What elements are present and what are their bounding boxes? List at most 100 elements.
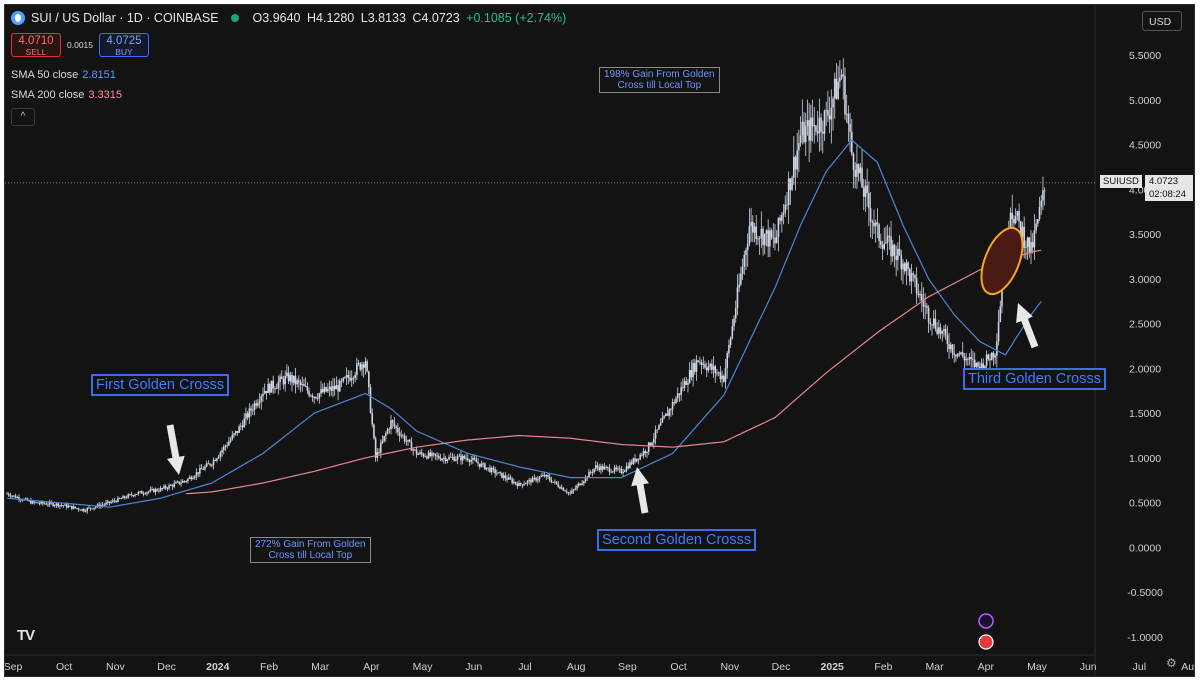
candle-body — [405, 441, 408, 442]
buy-button[interactable]: 4.0725 BUY — [99, 33, 149, 57]
tradingview-logo[interactable]: TV — [17, 627, 35, 644]
candle-body — [567, 492, 570, 494]
candle-body — [697, 360, 699, 362]
candle-body — [707, 366, 710, 371]
candle-body — [693, 363, 696, 372]
candle-body — [615, 467, 618, 470]
candle-body — [323, 387, 326, 393]
candle-body — [103, 504, 106, 506]
symbol-title[interactable]: SUI / US Dollar · 1D · COINBASE — [31, 11, 219, 25]
candle-body — [571, 490, 573, 494]
sma200-legend[interactable]: SMA 200 close 3.3315 — [11, 89, 122, 101]
candle-body — [543, 475, 546, 477]
candle-body — [786, 204, 788, 206]
candle-body — [391, 420, 394, 423]
candle-body — [757, 238, 759, 240]
candle-body — [21, 499, 24, 501]
candle-body — [424, 456, 426, 458]
first-cross-arrow — [166, 424, 185, 475]
candle-body — [743, 254, 746, 267]
candle-body — [477, 462, 479, 464]
candle-body — [71, 505, 73, 509]
candle-body — [943, 328, 945, 332]
currency-select[interactable]: USD — [1142, 11, 1182, 31]
x-tick-label: Nov — [106, 661, 125, 673]
settings-gear-icon[interactable]: ⚙ — [1166, 656, 1177, 670]
candle-body — [417, 453, 420, 455]
x-tick-label: Oct — [56, 661, 72, 673]
candle-body — [641, 454, 643, 456]
sma50-legend[interactable]: SMA 50 close 2.8151 — [11, 69, 116, 81]
x-tick-label: Dec — [157, 661, 176, 673]
x-tick-label: Apr — [363, 661, 380, 673]
candle-body — [569, 492, 571, 494]
candle-body — [385, 433, 387, 437]
candle-body — [746, 243, 749, 251]
candle-body — [560, 487, 563, 489]
candle-body — [187, 478, 189, 482]
candle-body — [496, 473, 498, 475]
candle-body — [772, 237, 775, 239]
candle-body — [250, 408, 252, 411]
candle-body — [784, 204, 787, 213]
candle-body — [1026, 237, 1029, 247]
candle-body — [311, 395, 314, 398]
candle-body — [490, 467, 493, 473]
sma200-value: 3.3315 — [88, 89, 123, 101]
candle-body — [1013, 219, 1015, 224]
candle-body — [289, 375, 292, 382]
candle-body — [770, 230, 773, 238]
candle-body — [195, 472, 198, 477]
candle-body — [492, 467, 495, 470]
x-tick-label: Dec — [772, 661, 791, 673]
candle-body — [605, 466, 607, 468]
candle-body — [426, 456, 428, 459]
candle-body — [584, 476, 587, 482]
candle-body — [94, 506, 97, 508]
candle-body — [823, 110, 826, 134]
candle-body — [13, 495, 15, 497]
candle-body — [680, 387, 682, 395]
candle-body — [675, 398, 677, 404]
candle-body — [734, 308, 737, 319]
x-tick-label: Jul — [1133, 661, 1146, 673]
candle-body — [900, 254, 903, 270]
chart-canvas[interactable]: 5.50005.00004.50004.00003.50003.00002.50… — [5, 5, 1195, 677]
candle-body — [410, 441, 413, 451]
candle-body — [129, 494, 131, 496]
candle-body — [451, 457, 454, 458]
collapse-legend-button[interactable]: ^ — [11, 108, 35, 126]
candle-body — [52, 503, 54, 506]
x-tick-label: Feb — [260, 661, 278, 673]
candle-body — [57, 503, 59, 507]
candle-body — [702, 364, 705, 365]
candle-body — [366, 361, 368, 372]
candle-body — [666, 413, 669, 416]
candle-body — [767, 230, 769, 247]
candle-body — [956, 353, 959, 357]
price-tag-price: 4.0723 — [1145, 175, 1193, 188]
candle-body — [808, 120, 810, 141]
candle-body — [538, 476, 541, 480]
candle-body — [251, 410, 254, 411]
candle-body — [647, 442, 650, 452]
candle-body — [101, 504, 104, 506]
candle-body — [617, 468, 619, 470]
candle-body — [497, 472, 500, 474]
candle-body — [929, 322, 932, 325]
candle-body — [33, 501, 36, 503]
candle-body — [414, 449, 416, 451]
chart-frame: 5.50005.00004.50004.00003.50003.00002.50… — [4, 4, 1195, 677]
candle-body — [1031, 241, 1034, 248]
second-golden-cross-label: Second Golden Crosss — [597, 529, 757, 551]
candle-body — [893, 244, 896, 256]
sell-button[interactable]: 4.0710 SELL — [11, 33, 61, 57]
low-value: L3.8133 — [360, 11, 406, 25]
candle-body — [258, 401, 261, 404]
candle-body — [1023, 226, 1025, 248]
candle-body — [738, 284, 740, 288]
candle-body — [296, 380, 298, 385]
gain-note-198-line2: Cross till Local Top — [617, 80, 702, 91]
candle-body — [530, 479, 532, 483]
candle-body — [926, 305, 928, 308]
